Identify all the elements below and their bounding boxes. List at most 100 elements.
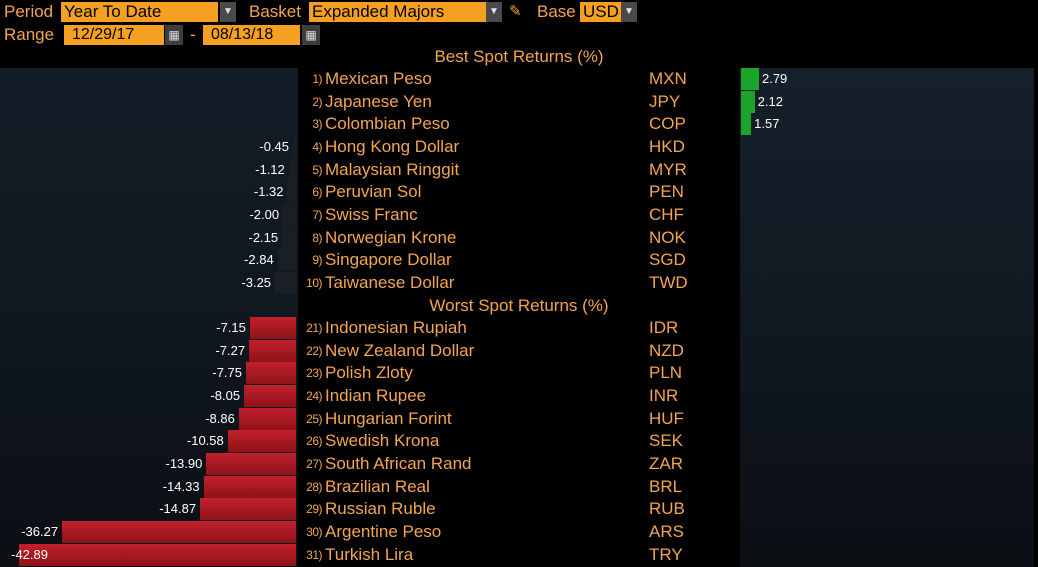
range-start-input[interactable]: 12/29/17 [64,25,164,45]
currency-name[interactable]: Singapore Dollar [325,250,452,269]
row-rank: 8) [312,231,322,245]
currency-code: SGD [649,250,686,269]
calendar-icon[interactable]: ▦ [165,25,183,45]
currency-name[interactable]: Indonesian Rupiah [325,318,467,337]
currency-name[interactable]: Swedish Krona [325,431,440,450]
currency-name[interactable]: Hungarian Forint [325,409,452,428]
table-row[interactable]: 24) Indian Rupee INR -8.05 [0,385,1038,407]
currency-name[interactable]: Turkish Lira [325,545,414,564]
return-bar [275,272,296,294]
return-bar [282,227,296,249]
table-row[interactable]: 29) Russian Ruble RUB -14.87 [0,498,1038,520]
period-label: Period [4,2,54,21]
table-row[interactable]: 7) Swiss Franc CHF -2.00 [0,204,1038,226]
base-select[interactable]: USD [580,2,621,22]
currency-code: PEN [649,182,684,201]
chevron-down-icon[interactable]: ▼ [486,2,502,22]
currency-name[interactable]: Mexican Peso [325,69,432,88]
calendar-icon[interactable]: ▦ [302,25,320,45]
currency-name[interactable]: Malaysian Ringgit [325,160,460,179]
return-bar [62,521,296,543]
table-row[interactable]: 21) Indonesian Rupiah IDR -7.15 [0,317,1038,339]
table-row[interactable]: 2) Japanese Yen JPY 2.12 [0,91,1038,113]
table-row[interactable]: 22) New Zealand Dollar NZD -7.27 [0,340,1038,362]
currency-name[interactable]: Argentine Peso [325,522,442,541]
table-row[interactable]: 3) Colombian Peso COP 1.57 [0,113,1038,135]
currency-name[interactable]: Swiss Franc [325,205,418,224]
table-row[interactable]: 10) Taiwanese Dollar TWD -3.25 [0,272,1038,294]
return-bar [244,385,296,407]
currency-name[interactable]: Polish Zloty [325,363,413,382]
return-value: -7.27 [215,343,246,358]
table-row[interactable]: 9) Singapore Dollar SGD -2.84 [0,249,1038,271]
table-row[interactable]: 31) Turkish Lira TRY -42.89 [0,544,1038,566]
period-select[interactable]: Year To Date [61,2,218,22]
return-bar [249,340,296,362]
table-row[interactable]: 4) Hong Kong Dollar HKD -0.45 [0,136,1038,158]
return-value: -7.15 [216,320,246,335]
return-value: -8.86 [205,411,235,426]
return-bar [293,136,296,158]
currency-code: MXN [649,69,687,88]
row-rank: 7) [312,208,322,222]
return-bar [19,544,296,566]
currency-code: INR [649,386,679,405]
currency-name[interactable]: Peruvian Sol [325,182,422,201]
return-bar [277,249,296,271]
return-bar [741,68,759,90]
currency-name[interactable]: Indian Rupee [325,386,427,405]
currency-name[interactable]: Norwegian Krone [325,228,457,247]
table-row[interactable]: 30) Argentine Peso ARS -36.27 [0,521,1038,543]
table-row[interactable]: 6) Peruvian Sol PEN -1.32 [0,181,1038,203]
return-value: -2.00 [249,207,280,222]
return-bar [203,476,296,498]
return-value: -36.27 [21,524,59,539]
currency-code: HKD [649,137,685,156]
currency-name[interactable]: Hong Kong Dollar [325,137,460,156]
table-row[interactable]: 8) Norwegian Krone NOK -2.15 [0,227,1038,249]
currency-code: COP [649,114,686,133]
pencil-icon[interactable]: ✎ [509,3,522,20]
row-rank: 23) [306,366,322,380]
table-row[interactable]: 23) Polish Zloty PLN -7.75 [0,362,1038,384]
range-end-input[interactable]: 08/13/18 [203,25,300,45]
currency-name[interactable]: Taiwanese Dollar [325,273,455,292]
row-rank: 5) [312,163,322,177]
row-rank: 22) [306,344,322,358]
row-rank: 27) [306,457,322,471]
basket-select[interactable]: Expanded Majors [309,2,486,22]
currency-name[interactable]: Brazilian Real [325,477,430,496]
return-bar [741,113,752,135]
table-row[interactable]: 28) Brazilian Real BRL -14.33 [0,476,1038,498]
row-rank: 10) [306,276,322,290]
currency-code: HUF [649,409,684,428]
currency-code: MYR [649,160,687,179]
table-row[interactable]: 26) Swedish Krona SEK -10.58 [0,430,1038,452]
currency-code: NOK [649,228,686,247]
table-row[interactable]: 1) Mexican Peso MXN 2.79 [0,68,1038,90]
chevron-down-icon[interactable]: ▼ [621,2,637,22]
row-rank: 3) [312,117,322,131]
table-row[interactable]: 27) South African Rand ZAR -13.90 [0,453,1038,475]
currency-name[interactable]: Japanese Yen [325,92,432,111]
return-value: -42.89 [11,547,48,562]
row-rank: 2) [312,95,322,109]
currency-code: CHF [649,205,684,224]
return-value: -10.58 [186,433,224,448]
return-value: 2.79 [761,71,788,86]
currency-name[interactable]: Russian Ruble [325,499,436,518]
row-rank: 6) [312,185,322,199]
currency-code: RUB [649,499,685,518]
table-row[interactable]: 5) Malaysian Ringgit MYR -1.12 [0,159,1038,181]
currency-name[interactable]: Colombian Peso [325,114,450,133]
range-label: Range [4,25,55,44]
currency-code: SEK [649,431,684,450]
range-separator: - [190,25,196,44]
return-value: -14.87 [159,501,197,516]
currency-code: ARS [649,522,684,541]
chevron-down-icon[interactable]: ▼ [220,2,236,22]
currency-name[interactable]: New Zealand Dollar [325,341,475,360]
currency-name[interactable]: South African Rand [325,454,472,473]
table-row[interactable]: 25) Hungarian Forint HUF -8.86 [0,408,1038,430]
return-value: -2.15 [248,230,279,245]
